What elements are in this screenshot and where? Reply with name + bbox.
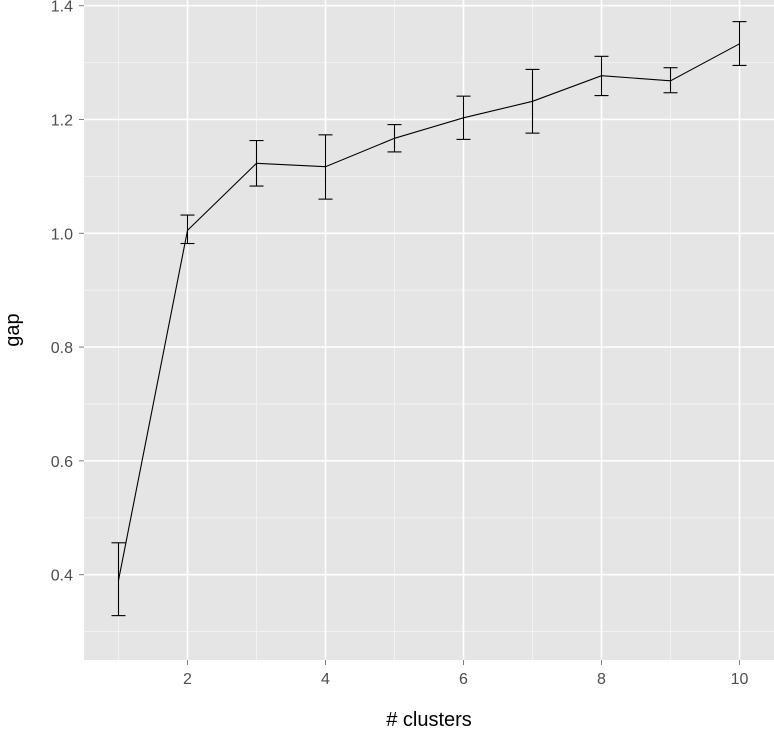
- error-bar: [732, 21, 747, 66]
- y-tick-label: 1.2: [51, 112, 73, 129]
- y-tick-label: 1.0: [51, 226, 73, 243]
- error-bar: [180, 214, 195, 245]
- x-axis-ticks: 2 4 6 8 10: [183, 660, 749, 688]
- series-line: [117, 43, 740, 581]
- x-tick-label: 10: [731, 671, 749, 688]
- x-tick-label: 8: [597, 671, 606, 688]
- x-tick-label: 6: [459, 671, 468, 688]
- y-tick-label: 0.4: [51, 568, 73, 585]
- y-tick-label: 0.8: [51, 340, 73, 357]
- y-axis-ticks: 0.4 0.6 0.8 1.0 1.2 1.4: [51, 0, 84, 585]
- minor-grid: [84, 0, 774, 660]
- y-axis-title: gap: [2, 313, 24, 346]
- x-axis-title: # clusters: [386, 709, 472, 731]
- major-grid: [84, 0, 774, 660]
- x-tick-label: 2: [183, 671, 192, 688]
- y-tick-label: 1.4: [51, 0, 73, 16]
- plot-panel: [84, 0, 774, 660]
- y-tick-label: 0.6: [51, 454, 73, 471]
- x-tick-label: 4: [321, 671, 330, 688]
